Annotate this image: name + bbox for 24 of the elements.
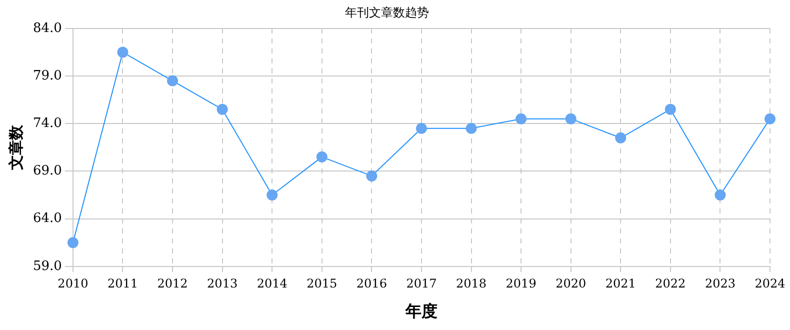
x-tick-label: 2019	[506, 276, 536, 291]
x-tick-label: 2010	[58, 276, 88, 291]
y-tick-label: 64.0	[32, 211, 62, 226]
x-tick-label: 2017	[406, 276, 437, 291]
x-tick-label: 2023	[704, 276, 736, 291]
x-tick-label: 2011	[107, 276, 138, 291]
x-tick-label: 2014	[256, 276, 288, 291]
x-tick-label: 2018	[456, 276, 487, 291]
y-tick-label: 74.0	[32, 116, 62, 131]
y-tick-label: 69.0	[32, 164, 62, 179]
x-tick-label: 2016	[356, 276, 387, 291]
x-tick-label: 2012	[157, 276, 188, 291]
x-tick-label: 2013	[207, 276, 238, 291]
x-tick-label: 2020	[556, 276, 586, 291]
y-tick-label: 84.0	[32, 20, 62, 36]
x-axis-title: 年度	[404, 302, 438, 321]
y-axis-title: 文章数	[6, 124, 25, 171]
chart-title: 年刊文章数趋势	[345, 5, 429, 20]
y-tick-label: 79.0	[32, 68, 62, 84]
y-tick-label: 59.0	[32, 258, 62, 274]
x-tick-label: 2022	[655, 276, 686, 291]
x-tick-label: 2021	[605, 276, 636, 291]
x-tick-label: 2024	[754, 276, 786, 291]
x-tick-label: 2015	[306, 276, 338, 291]
